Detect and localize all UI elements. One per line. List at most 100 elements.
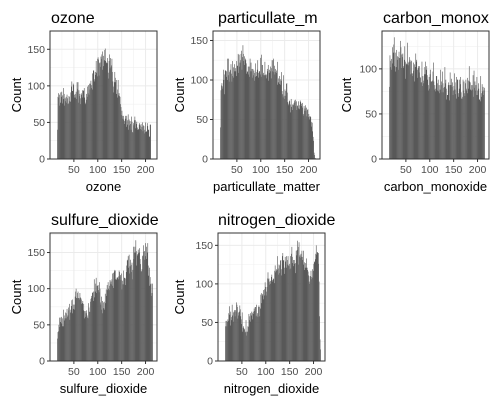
histogram-bar <box>295 106 297 159</box>
histogram-bar <box>442 83 444 159</box>
histogram-bar <box>228 81 230 159</box>
histogram-bar <box>310 270 312 361</box>
histogram-bar <box>96 72 97 159</box>
histogram-bar <box>262 74 264 159</box>
histogram-bar <box>66 313 67 361</box>
histogram-bar <box>70 101 71 159</box>
histogram-bar <box>95 277 97 361</box>
histogram-bar <box>253 75 254 159</box>
histogram-bar <box>73 309 75 361</box>
histogram-bar <box>67 98 68 159</box>
histogram-bar <box>414 67 416 159</box>
histogram-bar <box>112 285 114 361</box>
histogram-bar <box>107 282 109 361</box>
histogram-bar <box>141 271 142 361</box>
histogram-bar <box>95 283 97 361</box>
histogram-bar <box>93 300 95 361</box>
histogram-bar <box>293 266 295 361</box>
histogram-bar <box>119 96 121 159</box>
histogram-bar <box>295 273 297 361</box>
histogram-bar <box>311 122 313 159</box>
histogram-bar <box>225 320 227 361</box>
histogram-bar <box>221 83 223 159</box>
histogram-bar <box>114 71 116 159</box>
histogram-bar <box>222 86 223 159</box>
histogram-bar <box>275 68 276 159</box>
histogram-bar <box>131 121 133 159</box>
histogram-bar <box>416 69 418 159</box>
histogram-bar <box>127 259 129 361</box>
histogram-bar <box>229 314 231 361</box>
histogram-bar <box>89 89 91 159</box>
histogram-bar <box>249 58 251 159</box>
histogram-bar <box>239 66 240 159</box>
histogram-bar <box>73 85 75 159</box>
histogram-bar <box>311 276 313 361</box>
histogram-bar <box>75 291 76 361</box>
histogram-bar <box>480 93 482 159</box>
histogram-bar <box>71 90 73 159</box>
histogram-bar <box>273 58 274 159</box>
histogram-bar <box>450 85 452 159</box>
histogram-bar <box>69 303 70 361</box>
histogram-bar <box>481 96 482 159</box>
histogram-bar <box>226 71 228 159</box>
histogram-bar <box>119 96 120 159</box>
histogram-bar <box>83 88 85 159</box>
histogram-bar <box>289 100 291 159</box>
histogram-bar <box>232 321 234 361</box>
histogram-bar <box>80 98 82 159</box>
histogram-bar <box>269 69 270 159</box>
histogram-bar <box>126 124 128 159</box>
x-tick-label: 100 <box>421 164 439 176</box>
histogram-bar <box>402 53 404 159</box>
histogram-bar <box>277 82 279 159</box>
histogram-bar <box>410 61 412 159</box>
histogram-bar <box>124 120 126 159</box>
histogram-bar <box>296 255 297 361</box>
histogram-bar <box>72 313 74 361</box>
histogram-bar <box>247 72 249 159</box>
histogram-bar <box>228 320 229 361</box>
histogram-bar <box>141 269 143 361</box>
histogram-bar <box>243 61 245 160</box>
histogram-bar <box>79 96 80 159</box>
histogram-bar <box>125 285 127 361</box>
histogram-bar <box>254 72 256 159</box>
histogram-bar <box>143 245 144 361</box>
histogram-bar <box>419 66 420 159</box>
histogram-bar <box>123 119 125 159</box>
histogram-bar <box>105 303 107 361</box>
histogram-bar <box>468 66 470 159</box>
histogram-bar <box>460 76 461 159</box>
histogram-bar <box>136 121 138 159</box>
histogram-bar <box>467 80 469 159</box>
histogram-bar <box>84 311 86 361</box>
histogram-bar <box>286 83 287 159</box>
histogram-bar <box>479 101 481 159</box>
histogram-bar <box>431 81 433 159</box>
histogram-bar <box>429 74 431 159</box>
histogram-bar <box>87 317 88 361</box>
histogram-bar <box>97 285 98 361</box>
histogram-bar <box>249 320 251 361</box>
histogram-bar <box>126 115 128 159</box>
histogram-bar <box>430 69 431 159</box>
histogram-bar <box>453 90 454 159</box>
histogram-bar <box>313 263 315 361</box>
histogram-bar <box>462 96 463 159</box>
histogram-bar <box>253 70 255 159</box>
histogram-bar <box>242 327 244 361</box>
histogram-bar <box>457 79 459 159</box>
histogram-bar <box>272 278 274 361</box>
histogram-bar <box>100 302 101 361</box>
histogram-bar <box>100 66 101 159</box>
histogram-bar <box>133 259 135 361</box>
y-tick-label: 0 <box>39 356 45 368</box>
histogram-bar <box>456 98 458 159</box>
histogram-bar <box>268 278 270 361</box>
histogram-bar <box>396 59 398 159</box>
histogram-bar <box>392 52 394 159</box>
histogram-bar <box>292 259 294 361</box>
histogram-bar <box>302 256 303 361</box>
